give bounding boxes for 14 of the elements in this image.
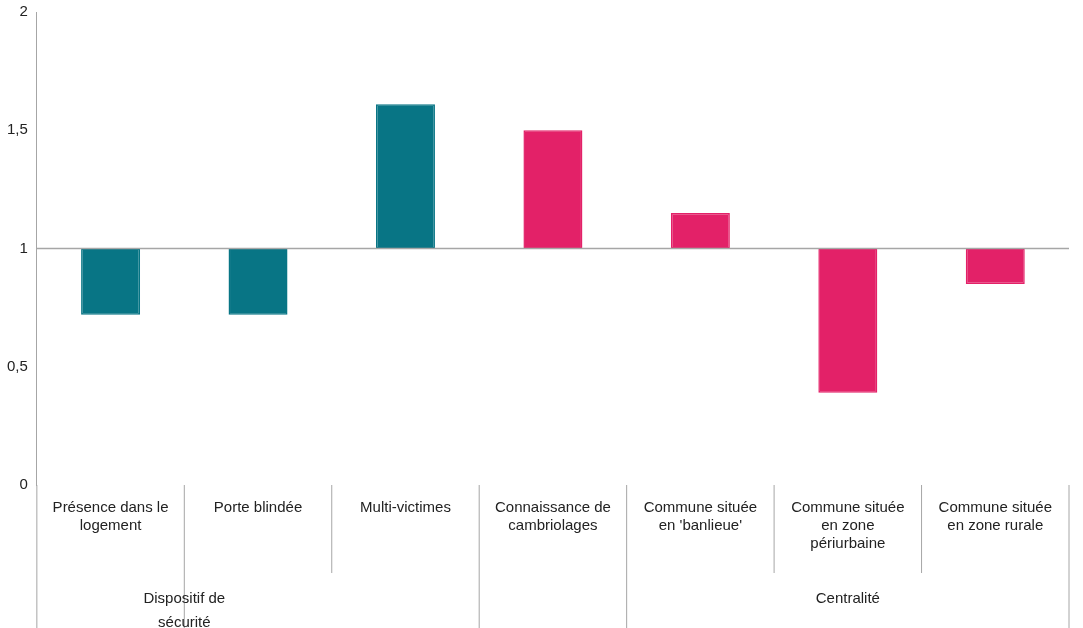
x-tick-label: Commune située en zone périurbaine <box>791 498 905 552</box>
x-tick-label: Multi-victimes <box>360 498 451 516</box>
y-tick-label: 1 <box>19 238 28 256</box>
y-tick-label: 0 <box>19 475 28 493</box>
x-tick-label: Commune située en 'banlieue' <box>643 498 758 534</box>
text: Dispositif de sécurité <box>143 589 226 628</box>
y-tick-label: 2 <box>19 2 28 20</box>
y-tick-label: 0,5 <box>6 356 28 374</box>
y-tick-label: 1,5 <box>6 120 28 138</box>
text: Centralité <box>815 589 880 606</box>
x-tick-label: Porte blindée <box>213 498 303 516</box>
x-tick-label: Présence dans le logement <box>52 498 169 534</box>
x-tick-label: Commune située en zone rurale <box>938 498 1052 534</box>
x-tick-label: Connaissance de cambriolages <box>494 498 611 534</box>
